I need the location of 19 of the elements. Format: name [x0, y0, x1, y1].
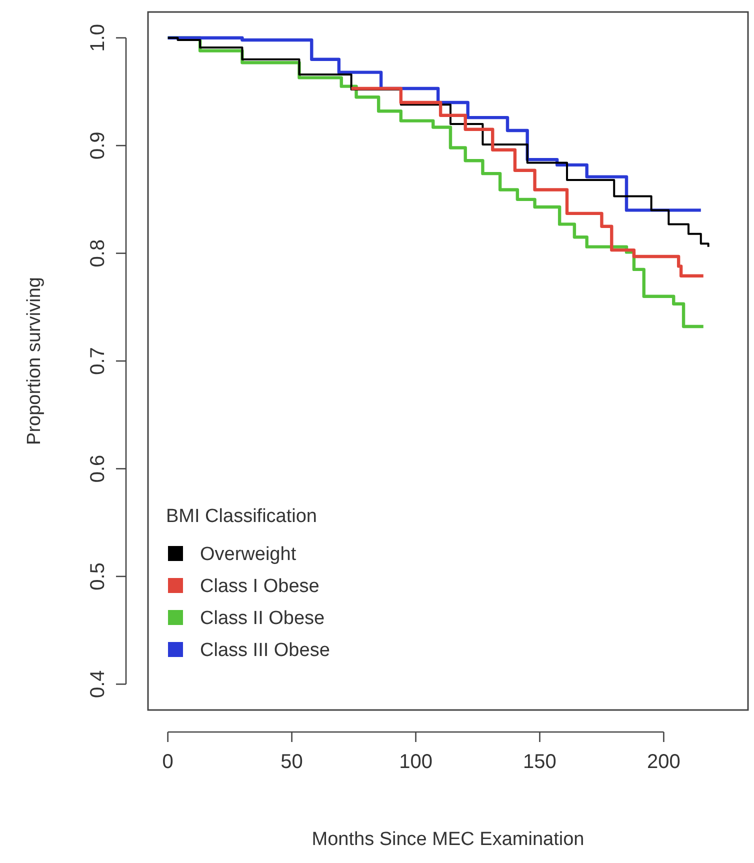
legend-label: Class II Obese — [200, 608, 325, 629]
x-tick-label: 150 — [523, 751, 556, 773]
y-tick-label: 1.0 — [87, 24, 109, 52]
y-tick-label: 0.5 — [87, 562, 109, 590]
y-tick-label: 0.8 — [87, 239, 109, 268]
x-axis-title: Months Since MEC Examination — [312, 829, 584, 850]
legend-label: Class III Obese — [200, 640, 330, 661]
x-tick-label: 0 — [162, 751, 174, 773]
legend-label: Overweight — [200, 544, 297, 565]
x-tick-label: 200 — [647, 751, 680, 773]
y-tick-label: 0.6 — [87, 454, 109, 483]
y-tick-label: 0.9 — [87, 132, 109, 160]
x-tick-label: 50 — [280, 751, 303, 773]
y-tick-label: 0.7 — [87, 347, 109, 375]
y-tick-label: 0.4 — [87, 670, 109, 698]
x-tick-label: 100 — [399, 751, 432, 773]
legend-title: BMI Classification — [166, 506, 317, 527]
legend-label: Class I Obese — [200, 576, 320, 597]
y-axis-title: Proportion surviving — [24, 277, 45, 445]
